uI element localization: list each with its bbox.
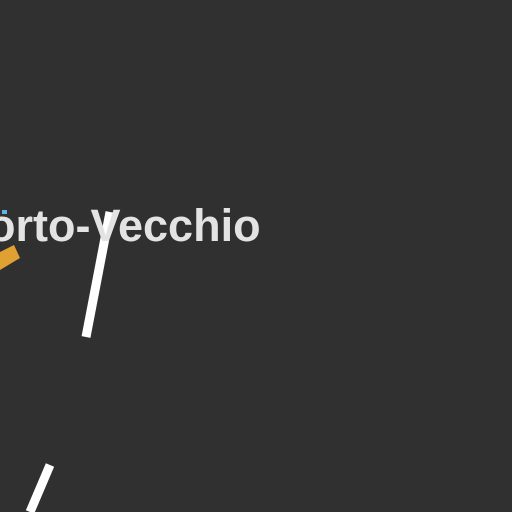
- road-segment-upper: [81, 211, 115, 338]
- road-segment-lower: [25, 463, 55, 512]
- major-road-segment: [0, 245, 20, 270]
- map-marker-icon: [2, 210, 7, 214]
- place-label-porto-vecchio: Porto-Vecchio: [0, 200, 261, 251]
